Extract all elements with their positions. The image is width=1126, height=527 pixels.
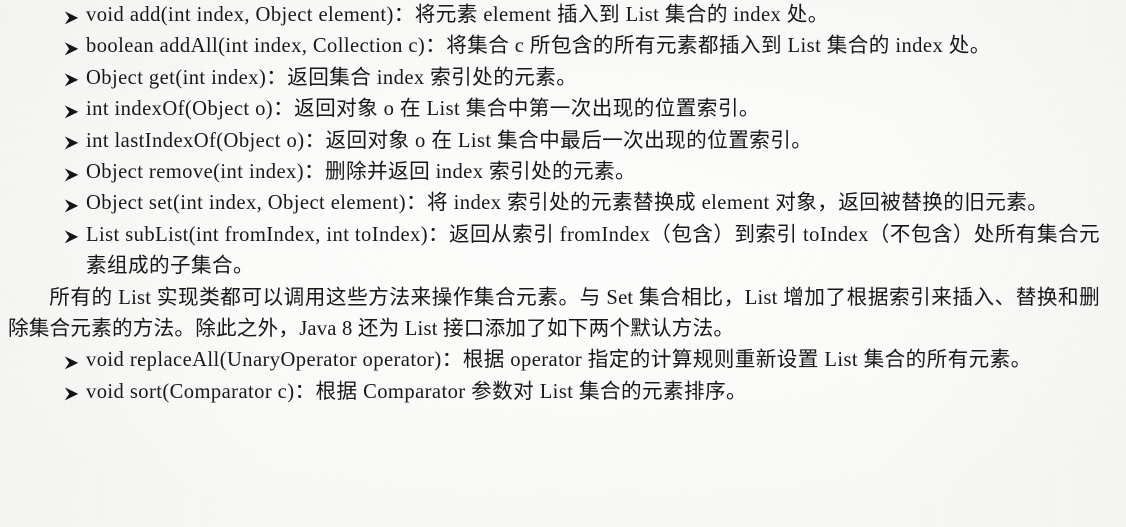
list-item: void add(int index, Object element)：将元素 … <box>8 0 1100 31</box>
page-body-text: void add(int index, Object element)：将元素 … <box>8 0 1100 408</box>
method-description: void sort(Comparator c)：根据 Comparator 参数… <box>86 380 747 403</box>
list-item: Object get(int index)：返回集合 index 索引处的元素。 <box>8 63 1100 94</box>
method-description: void replaceAll(UnaryOperator operator)：… <box>86 349 1032 372</box>
triangle-right-bullet-icon <box>61 377 81 401</box>
list-default-methods-list: void replaceAll(UnaryOperator operator)：… <box>8 345 1100 408</box>
triangle-right-bullet-icon <box>61 158 81 182</box>
triangle-right-bullet-icon <box>61 126 81 150</box>
list-interface-methods-list: void add(int index, Object element)：将元素 … <box>8 0 1100 283</box>
method-description: Object remove(int index)：删除并返回 index 索引处… <box>86 161 637 184</box>
triangle-right-bullet-icon <box>61 95 81 119</box>
body-paragraph: 所有的 List 实现类都可以调用这些方法来操作集合元素。与 Set 集合相比，… <box>8 286 1100 341</box>
method-description: int lastIndexOf(Object o)：返回对象 o 在 List … <box>86 129 813 152</box>
method-description: void add(int index, Object element)：将元素 … <box>86 4 829 26</box>
method-description: Object get(int index)：返回集合 index 索引处的元素。 <box>86 66 578 89</box>
triangle-right-bullet-icon <box>61 189 81 213</box>
list-item: void sort(Comparator c)：根据 Comparator 参数… <box>8 377 1100 408</box>
list-item: int lastIndexOf(Object o)：返回对象 o 在 List … <box>8 126 1100 157</box>
list-item: Object remove(int index)：删除并返回 index 索引处… <box>8 157 1100 188</box>
triangle-right-bullet-icon <box>61 1 81 25</box>
list-item: Object set(int index, Object element)：将 … <box>8 188 1100 219</box>
method-description: List subList(int fromIndex, int toIndex)… <box>86 223 1100 278</box>
triangle-right-bullet-icon <box>61 346 81 370</box>
list-item: List subList(int fromIndex, int toIndex)… <box>8 220 1100 283</box>
list-item: void replaceAll(UnaryOperator operator)：… <box>8 345 1100 376</box>
triangle-right-bullet-icon <box>61 63 81 87</box>
method-description: Object set(int index, Object element)：将 … <box>86 192 1049 215</box>
list-item: int indexOf(Object o)：返回对象 o 在 List 集合中第… <box>8 94 1100 125</box>
list-item: boolean addAll(int index, Collection c)：… <box>8 31 1100 62</box>
method-description: boolean addAll(int index, Collection c)：… <box>86 35 991 58</box>
triangle-right-bullet-icon <box>61 32 81 56</box>
triangle-right-bullet-icon <box>61 220 81 244</box>
method-description: int indexOf(Object o)：返回对象 o 在 List 集合中第… <box>86 98 760 121</box>
